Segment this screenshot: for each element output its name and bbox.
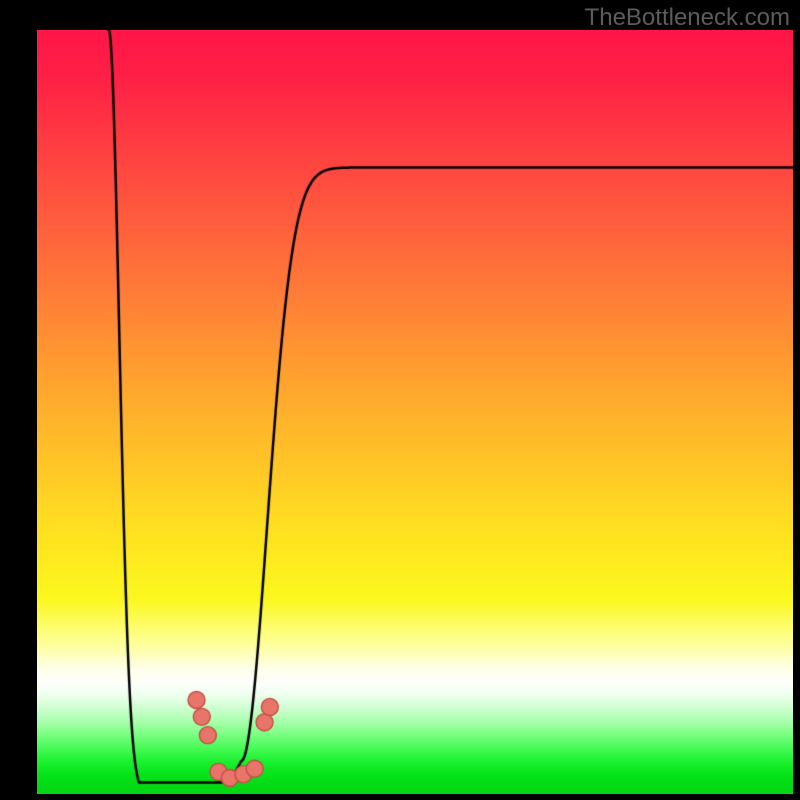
bottleneck-curve-chart xyxy=(37,30,793,794)
plot-area xyxy=(37,30,793,794)
watermark-text: TheBottleneck.com xyxy=(585,4,790,32)
figure-root: TheBottleneck.com xyxy=(0,0,800,800)
